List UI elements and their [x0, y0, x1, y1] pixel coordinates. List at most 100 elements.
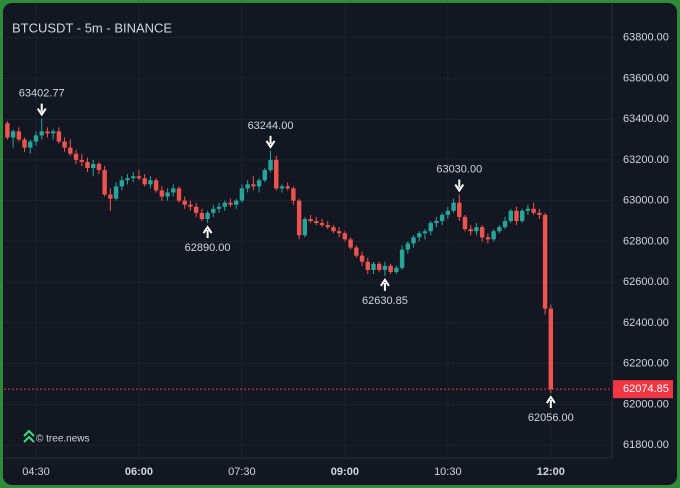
candle-body	[468, 229, 473, 232]
candle-body	[171, 188, 176, 193]
y-tick-label: 63600.00	[623, 72, 669, 84]
candle-body	[199, 212, 205, 219]
annotation-label: 62056.00	[528, 412, 574, 424]
candle-body	[331, 227, 336, 232]
candle-body	[308, 218, 313, 222]
candle-body	[336, 231, 342, 234]
candle-body	[417, 233, 422, 238]
candle-body	[319, 223, 325, 226]
watermark-logo	[23, 429, 35, 443]
grid	[4, 4, 612, 458]
candle-body	[502, 221, 508, 228]
annotation-label: 62890.00	[185, 242, 231, 254]
candle-body	[119, 180, 124, 187]
candle-body	[91, 163, 96, 169]
candle-body	[245, 184, 250, 189]
candle-body	[136, 176, 142, 179]
candle-body	[399, 249, 405, 268]
y-tick-label: 61800.00	[623, 439, 669, 451]
candle-body	[73, 153, 79, 160]
candle-body	[256, 180, 262, 187]
x-tick-label: 12:00	[537, 466, 565, 478]
candle-body	[485, 237, 491, 240]
candle-body	[462, 216, 468, 230]
annotation-label: 63244.00	[248, 120, 294, 132]
candle-body	[16, 131, 22, 140]
candle-body	[548, 308, 553, 390]
candle-body	[45, 131, 50, 134]
annotation-arrow	[36, 103, 47, 117]
price-label-bg	[613, 380, 673, 399]
candle-body	[56, 131, 62, 142]
candle-body	[388, 265, 393, 272]
y-tick-label: 62600.00	[623, 276, 669, 288]
candle-body	[279, 186, 285, 189]
y-tick-label: 62400.00	[623, 317, 669, 329]
candle-body	[497, 227, 502, 232]
candle-body	[113, 186, 119, 199]
candle-body	[148, 180, 153, 185]
candle-body	[165, 192, 170, 197]
y-tick-label: 63400.00	[623, 113, 669, 125]
y-tick-label: 63800.00	[623, 32, 669, 44]
candle-body	[457, 202, 462, 217]
candle-body	[239, 188, 245, 201]
y-tick-label: 63000.00	[623, 195, 669, 207]
y-tick-label: 63200.00	[623, 154, 669, 166]
candle-body	[394, 267, 399, 272]
candle-body	[159, 190, 165, 197]
candle-body	[96, 163, 102, 171]
candle-body	[234, 200, 239, 205]
candle-body	[542, 214, 548, 309]
candle-body	[102, 170, 107, 195]
x-tick-label: 10:30	[434, 466, 462, 478]
candle-body	[451, 202, 456, 211]
candle-body	[85, 161, 90, 169]
candle-body	[422, 231, 428, 234]
candle-body	[428, 223, 433, 232]
candle-body	[439, 214, 445, 222]
x-tick-label: 09:00	[331, 466, 359, 478]
candle-body	[479, 227, 485, 238]
candle-body	[296, 200, 302, 236]
candle-body	[348, 239, 353, 248]
candle-body	[274, 159, 279, 189]
x-tick-label: 07:30	[228, 466, 256, 478]
candle-body	[314, 221, 319, 224]
candle-body	[365, 261, 370, 270]
candle-body	[525, 208, 531, 211]
candle-body	[262, 170, 267, 181]
candle-body	[508, 210, 513, 222]
candle-body	[216, 206, 222, 209]
candle-body	[222, 202, 227, 207]
candle-body	[228, 202, 233, 205]
candle-body	[514, 210, 519, 222]
candle-body	[434, 221, 439, 224]
x-tick-label: 06:00	[125, 466, 153, 478]
x-tick-label: 04:30	[22, 466, 50, 478]
candle-body	[268, 159, 273, 171]
candle-body	[68, 147, 73, 154]
candle-body	[188, 204, 193, 207]
candle-body	[371, 263, 376, 270]
candle-body	[285, 186, 290, 189]
candle-body	[445, 210, 451, 215]
candle-body	[39, 131, 44, 136]
candle-body	[491, 231, 496, 240]
candle-body	[377, 263, 382, 270]
y-tick-label: 62800.00	[623, 235, 669, 247]
price-label: 62074.85	[623, 383, 669, 395]
candle-body	[193, 206, 199, 213]
candle-body	[79, 159, 84, 162]
candle-body	[5, 123, 10, 138]
candle-body	[520, 210, 525, 222]
candle-body	[411, 237, 416, 244]
candle-body	[33, 135, 39, 142]
candle-body	[62, 141, 67, 148]
chart-title: BTCUSDT - 5m - BINANCE	[12, 20, 172, 35]
candle-body	[108, 194, 113, 199]
candle-body	[342, 233, 348, 240]
candle-body	[50, 131, 56, 134]
candle-body	[291, 188, 296, 201]
